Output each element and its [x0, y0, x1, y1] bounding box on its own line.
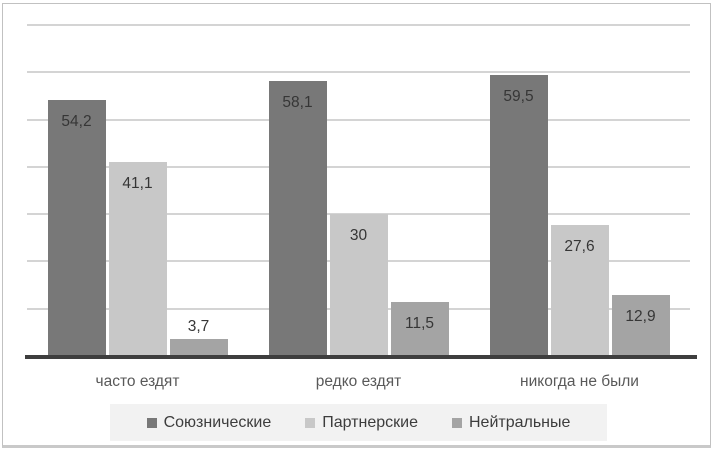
- bar-Нейтральные-никогда не были: [611, 295, 670, 356]
- category-label-никогда не были: никогда не были: [520, 373, 639, 390]
- legend-item-Нейтральные: Нейтральные: [451, 413, 571, 432]
- gridline-y-30: [27, 213, 690, 215]
- x-axis-line: [25, 355, 697, 359]
- legend-swatch-icon: [146, 417, 157, 428]
- bar-Союзнические-часто ездят: [47, 99, 106, 356]
- bar-value-label: 54,2: [61, 112, 92, 130]
- bar-value-label: 11,5: [404, 314, 435, 332]
- legend-item-Союзнические: Союзнические: [146, 413, 272, 432]
- gridline-y-40: [27, 166, 690, 168]
- bar-value-label: 27,6: [564, 238, 595, 256]
- bar-value-label: 59,5: [503, 87, 534, 105]
- bar-Партнерские-редко ездят: [329, 214, 388, 356]
- gridline-y-60: [27, 71, 690, 73]
- category-label-часто ездят: часто ездят: [95, 373, 180, 390]
- legend-swatch-icon: [305, 417, 316, 428]
- gridline-y-50: [27, 119, 690, 121]
- bar-Союзнические-никогда не были: [489, 74, 548, 356]
- bar-Союзнические-редко ездят: [268, 81, 327, 356]
- bar-Нейтральные-часто ездят: [169, 338, 228, 356]
- legend-label: Партнерские: [322, 413, 418, 431]
- legend-swatch-icon: [451, 417, 462, 428]
- bar-value-label: 3,7: [187, 317, 210, 335]
- legend-item-Партнерские: Партнерские: [305, 414, 418, 432]
- bar-Партнерские-часто ездят: [108, 161, 167, 356]
- bar-Партнерские-никогда не были: [550, 225, 609, 356]
- legend-label: Нейтральные: [468, 413, 571, 431]
- bar-value-label: 30: [349, 227, 368, 245]
- bar-value-label: 41,1: [122, 174, 153, 192]
- legend-label: Союзнические: [163, 413, 272, 431]
- gridline-y-70: [27, 24, 690, 26]
- bar-Нейтральные-редко ездят: [390, 301, 449, 356]
- bar-value-label: 12,9: [625, 308, 656, 325]
- bar-value-label: 58,1: [282, 94, 313, 112]
- category-label-редко ездят: редко ездят: [315, 373, 402, 390]
- chart-legend: Союзнические Партнерские Нейтральные: [110, 404, 607, 441]
